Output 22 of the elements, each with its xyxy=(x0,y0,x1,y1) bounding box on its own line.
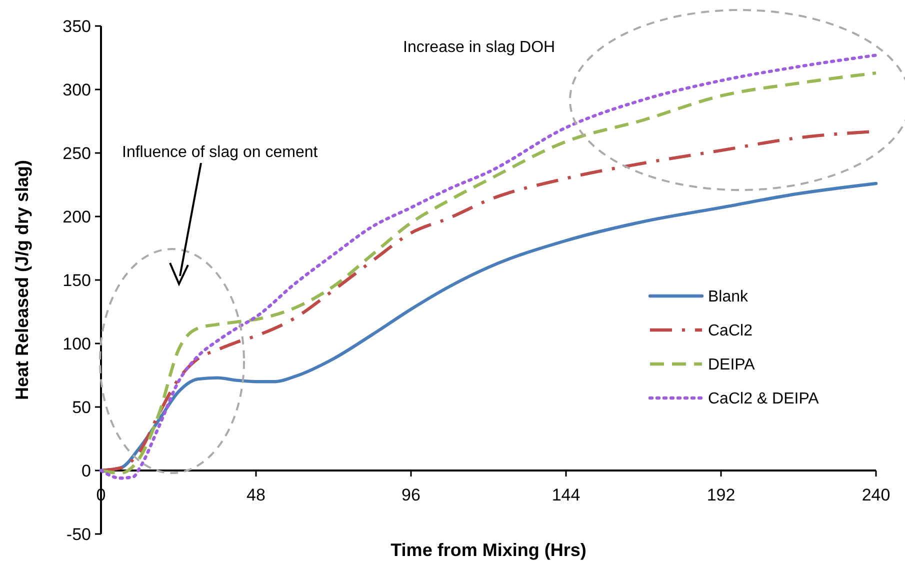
x-tick-label: 192 xyxy=(706,486,736,504)
legend-label: Blank xyxy=(708,288,750,306)
y-tick-label: 150 xyxy=(62,270,91,290)
y-tick-label: 50 xyxy=(72,398,91,417)
legend-label: CaCl2 xyxy=(708,322,753,340)
x-tick-label: 144 xyxy=(552,486,580,504)
annotation: Influence of slag on cement xyxy=(122,144,318,161)
legend-label: DEIPA xyxy=(708,356,756,374)
x-tick-label: 96 xyxy=(402,486,420,504)
y-tick-label: 350 xyxy=(62,16,91,36)
y-tick-label: 0 xyxy=(82,461,91,480)
x-tick-label: 48 xyxy=(246,486,266,504)
x-tick-label: 240 xyxy=(862,486,890,504)
x-axis-title: Time from Mixing (Hrs) xyxy=(390,540,586,560)
y-tick-label: 300 xyxy=(62,80,91,100)
y-tick-label: 250 xyxy=(62,144,91,163)
y-tick-label: 100 xyxy=(62,334,91,354)
legend-label: CaCl2 & DEIPA xyxy=(708,390,820,408)
annotation: Increase in slag DOH xyxy=(403,39,556,56)
y-tick-label: -50 xyxy=(66,524,91,544)
y-tick-label: 200 xyxy=(62,207,91,226)
y-axis-title: Heat Released (J/g dry slag) xyxy=(12,160,32,400)
